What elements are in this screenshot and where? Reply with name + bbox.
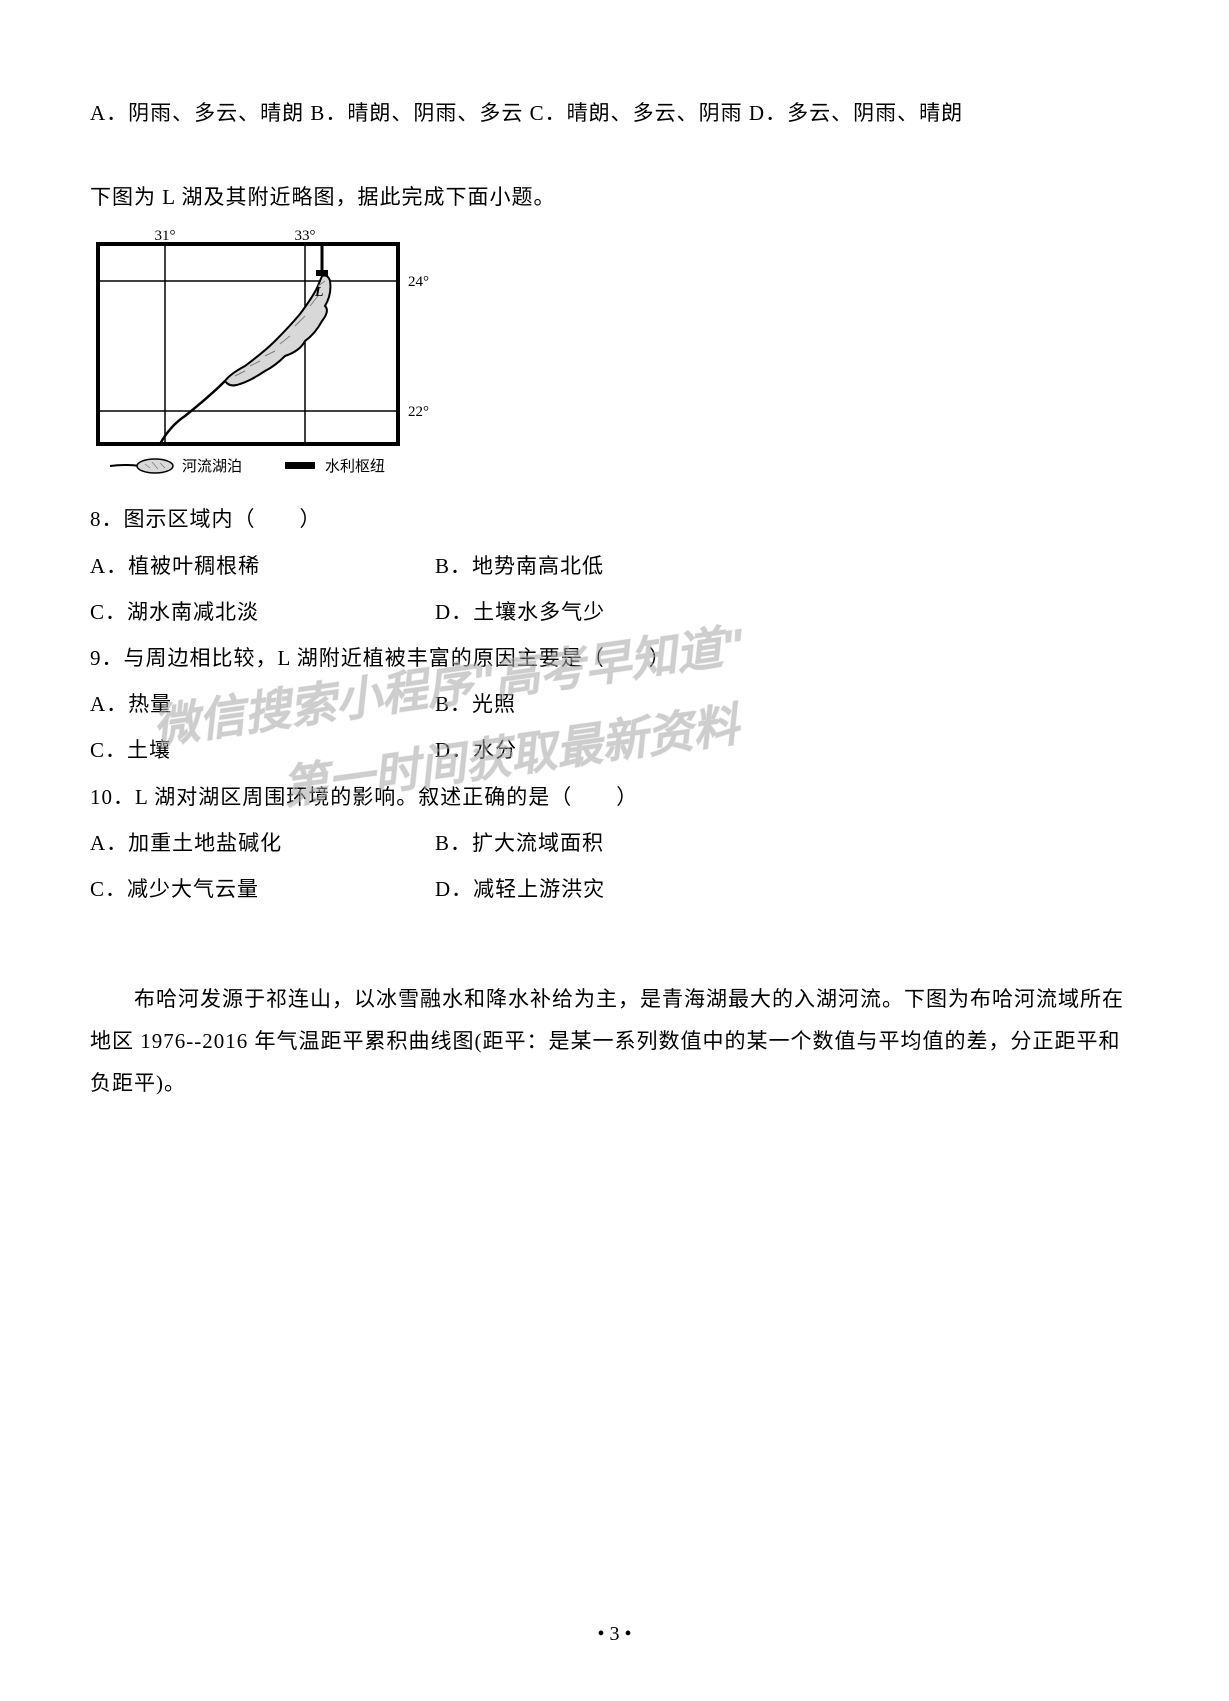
svg-text:24°: 24°	[408, 274, 429, 290]
answer-choices-prev: A．阴雨、多云、晴朗 B．晴朗、阴雨、多云 C．晴朗、多云、阴雨 D．多云、阴雨…	[90, 90, 1139, 136]
svg-text:33°: 33°	[295, 228, 316, 244]
q9-option-d: D．水分	[435, 727, 1139, 773]
map-figure: 31° 33° 24° 22° L 河流湖泊 水利枢纽	[90, 226, 1139, 486]
q10-option-a: A．加重土地盐碱化	[90, 820, 435, 866]
lake-map-svg: 31° 33° 24° 22° L 河流湖泊 水利枢纽	[90, 226, 460, 486]
paragraph-buha: 布哈河发源于祁连山，以冰雪融水和降水补给为主，是青海湖最大的入湖河流。下图为布哈…	[90, 978, 1139, 1104]
q10-option-c: C．减少大气云量	[90, 866, 435, 912]
svg-text:河流湖泊: 河流湖泊	[182, 458, 242, 475]
q9-option-b: B．光照	[435, 681, 1139, 727]
q8-stem: 8．图示区域内（ ）	[90, 496, 1139, 542]
page-number: • 3 •	[0, 1623, 1229, 1646]
q9-stem: 9．与周边相比较，L 湖附近植被丰富的原因主要是（ ）	[90, 635, 1139, 681]
q10-option-b: B．扩大流域面积	[435, 820, 1139, 866]
q8-option-b: B．地势南高北低	[435, 543, 1139, 589]
svg-text:22°: 22°	[408, 404, 429, 420]
q8-option-a: A．植被叶稠根稀	[90, 543, 435, 589]
intro-text-1: 下图为 L 湖及其附近略图，据此完成下面小题。	[90, 174, 1139, 220]
q9-option-c: C．土壤	[90, 727, 435, 773]
q8-option-c: C．湖水南减北淡	[90, 589, 435, 635]
q9-option-a: A．热量	[90, 681, 435, 727]
q10-stem: 10．L 湖对湖区周围环境的影响。叙述正确的是（ ）	[90, 774, 1139, 820]
q10-option-d: D．减轻上游洪灾	[435, 866, 1139, 912]
q8-option-d: D．土壤水多气少	[435, 589, 1139, 635]
svg-text:L: L	[314, 285, 324, 300]
svg-text:31°: 31°	[155, 228, 176, 244]
svg-text:水利枢纽: 水利枢纽	[325, 458, 385, 475]
